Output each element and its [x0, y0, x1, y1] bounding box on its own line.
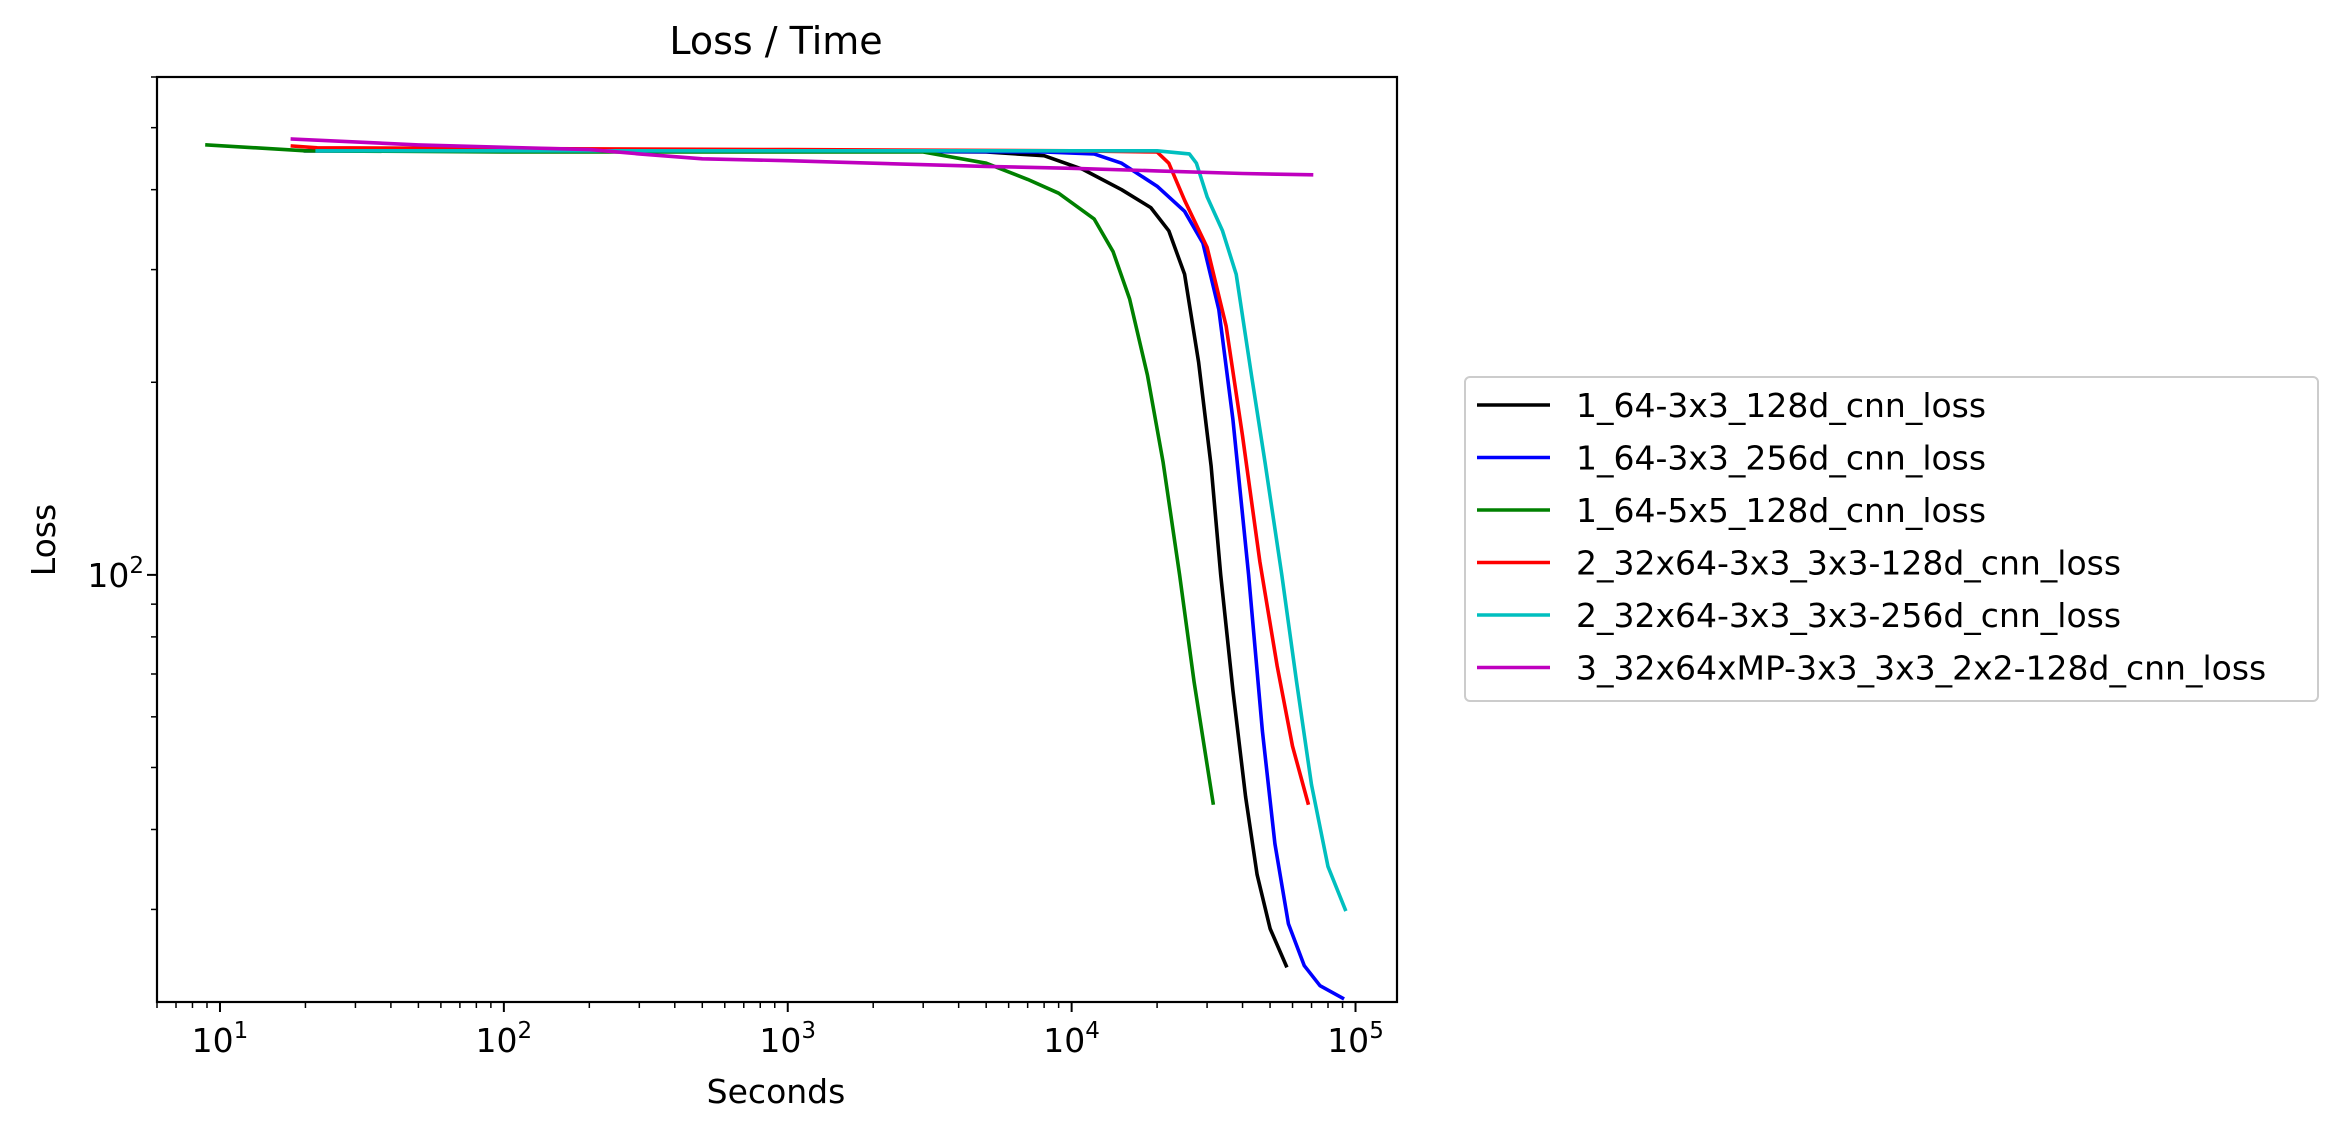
y-tick-label-1: 102 [87, 553, 144, 595]
legend-label: 3_32x64xMP-3x3_3x3_2x2-128d_cnn_loss [1576, 649, 2266, 688]
series-line-3 [205, 142, 1216, 806]
legend-entry-1: 1_64-3x3_128d_cnn_loss [1477, 386, 1986, 425]
series-line-5 [315, 149, 1348, 912]
legend-entry-6: 3_32x64xMP-3x3_3x3_2x2-128d_cnn_loss [1477, 649, 2266, 688]
x-tick-label-5: 105 [1327, 1018, 1384, 1060]
legend-label: 2_32x64-3x3_3x3-256d_cnn_loss [1576, 596, 2121, 635]
y-axis-label: Loss [24, 504, 63, 576]
series-line-1 [303, 149, 1289, 969]
x-tick-label-3: 103 [759, 1018, 816, 1060]
y-axis: 102 [87, 76, 157, 911]
legend-box [1464, 376, 2319, 702]
legend-label: 1_64-3x3_256d_cnn_loss [1576, 439, 1986, 478]
legend-items: 1_64-3x3_128d_cnn_loss 1_64-3x3_256d_cnn_… [1477, 386, 2266, 688]
legend-entry-3: 1_64-5x5_128d_cnn_loss [1477, 491, 1986, 530]
series-line-6 [290, 137, 1314, 177]
series-line-4 [290, 144, 1311, 806]
series-line-2 [303, 149, 1345, 1001]
x-axis: 101 102 103 104 105 [156, 1002, 1384, 1060]
legend-label: 1_64-5x5_128d_cnn_loss [1576, 491, 1986, 530]
legend-label: 2_32x64-3x3_3x3-128d_cnn_loss [1576, 544, 2121, 583]
x-tick-label-2: 102 [476, 1018, 533, 1060]
legend-label: 1_64-3x3_128d_cnn_loss [1576, 386, 1986, 425]
legend-entry-2: 1_64-3x3_256d_cnn_loss [1477, 439, 1986, 478]
x-tick-label-1: 101 [192, 1018, 249, 1060]
series-layer [205, 137, 1348, 1001]
legend-entry-5: 2_32x64-3x3_3x3-256d_cnn_loss [1477, 596, 2121, 635]
legend-entry-4: 2_32x64-3x3_3x3-128d_cnn_loss [1477, 544, 2121, 583]
plot-area [155, 75, 1399, 1004]
chart-title: Loss / Time [669, 19, 882, 63]
x-tick-label-4: 104 [1043, 1018, 1100, 1060]
plot-frame [155, 75, 1399, 1004]
x-axis-label: Seconds [707, 1072, 846, 1111]
legend: 1_64-3x3_128d_cnn_loss 1_64-3x3_256d_cnn_… [1464, 376, 2319, 702]
